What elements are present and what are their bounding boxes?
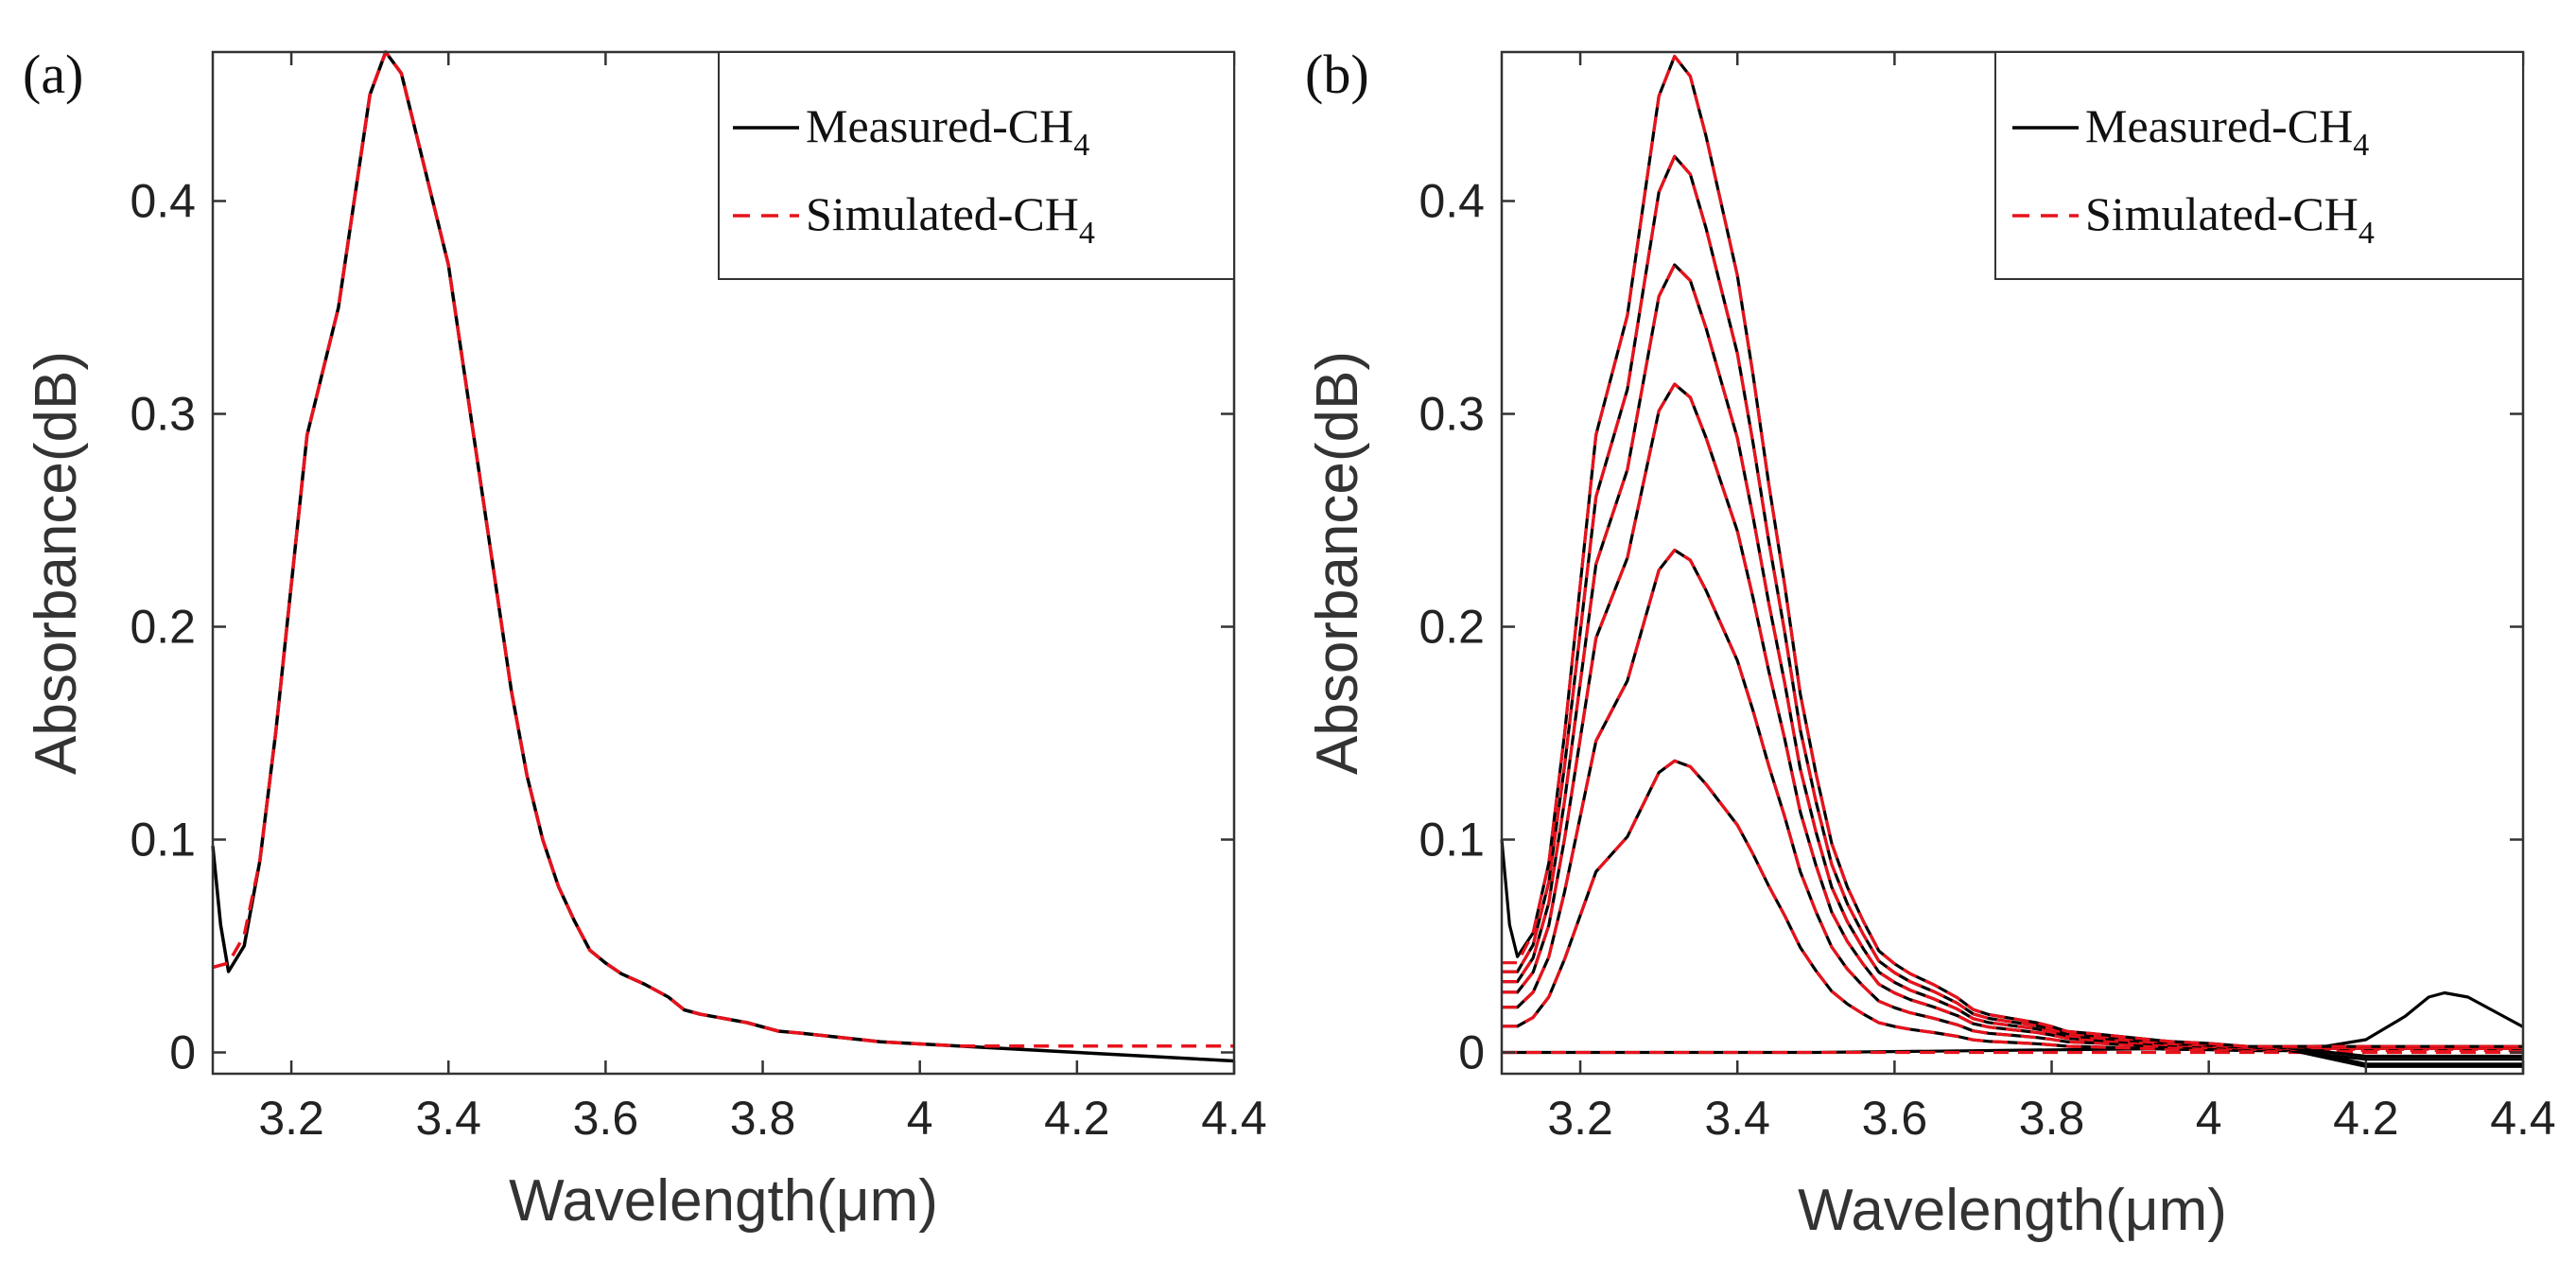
x-tick-label: 4.4: [1201, 1092, 1267, 1145]
panel-label-b: (b): [1305, 44, 1369, 105]
x-tick-label: 3.8: [730, 1092, 796, 1145]
legend-label-measured-b: Measured-CH4: [2085, 99, 2369, 163]
x-tick-label: 3.2: [258, 1092, 324, 1145]
x-tick-label: 3.6: [1862, 1092, 1928, 1145]
series-line-simulated: [1502, 548, 2523, 1051]
legend-label-simulated-a: Simulated-CH4: [806, 187, 1095, 251]
y-ticks-a: 0 0.1 0.2 0.3 0.4: [130, 175, 1234, 1079]
x-tick-label: 4.4: [2490, 1092, 2556, 1145]
legend-label-measured-a: Measured-CH4: [806, 99, 1089, 163]
y-tick-label: 0: [169, 1026, 196, 1079]
series-line-simulated: [1502, 154, 2523, 1049]
x-axis-label-b: Wavelength(μm): [1798, 1178, 2227, 1243]
x-tick-label: 4: [2196, 1092, 2222, 1145]
y-tick-label: 0.4: [130, 175, 196, 228]
y-axis-label-b: Absorbance(dB): [1305, 351, 1370, 775]
legend-a: Measured-CH4 Simulated-CH4: [718, 51, 1235, 280]
x-axis-label-a: Wavelength(μm): [509, 1168, 938, 1234]
x-tick-label: 3.4: [415, 1092, 481, 1145]
y-tick-label: 0.4: [1419, 175, 1485, 228]
panel-b: (b) 3.2 3.4 3.6 3.8 4 4.2 4.4 0 0.1 0.2 0.3 0.4 Wa…: [1305, 44, 2556, 1243]
series-line-simulated: [1502, 382, 2523, 1050]
x-ticks-a: 3.2 3.4 3.6 3.8 4 4.2 4.4: [258, 52, 1267, 1145]
y-tick-label: 0.3: [130, 388, 196, 441]
series-line-measured: [1502, 990, 2524, 1055]
series-group-a: [211, 50, 1235, 1063]
y-tick-label: 0: [1458, 1026, 1485, 1079]
panel-label-a: (a): [23, 44, 83, 105]
y-tick-label: 0.2: [1419, 601, 1485, 654]
y-tick-label: 0.3: [1419, 388, 1485, 441]
x-tick-label: 3.4: [1704, 1092, 1770, 1145]
x-tick-label: 3.8: [2019, 1092, 2085, 1145]
x-ticks-b: 3.2 3.4 3.6 3.8 4 4.2 4.4: [1547, 52, 2556, 1145]
series-line-simulated: [1502, 263, 2523, 1050]
series-group-b: [1500, 54, 2524, 1068]
y-tick-label: 0.1: [1419, 814, 1485, 867]
legend-label-simulated-b: Simulated-CH4: [2085, 187, 2375, 251]
y-ticks-b: 0 0.1 0.2 0.3 0.4: [1419, 175, 2523, 1079]
x-tick-label: 3.2: [1547, 1092, 1613, 1145]
legend-box-b: [1994, 51, 2524, 280]
series-line-simulated: [212, 50, 1234, 1048]
series-line-measured: [211, 50, 1235, 1063]
y-axis-label-a: Absorbance(dB): [24, 351, 89, 775]
legend-box-a: [718, 51, 1235, 280]
y-tick-label: 0.2: [130, 601, 196, 654]
x-tick-label: 4.2: [1044, 1092, 1110, 1145]
x-tick-label: 4: [907, 1092, 933, 1145]
legend-b: Measured-CH4 Simulated-CH4: [1994, 51, 2524, 280]
x-tick-label: 3.6: [573, 1092, 639, 1145]
x-tick-label: 4.2: [2333, 1092, 2399, 1145]
series-line-simulated: [1502, 54, 2523, 1048]
series-line-simulated: [1502, 759, 2523, 1053]
y-tick-label: 0.1: [130, 814, 196, 867]
panel-a: (a) 3.2 3.4 3.6 3.8 4 4.2 4.4 0 0.1 0.2 0.3 0.4 Wa…: [23, 44, 1267, 1234]
